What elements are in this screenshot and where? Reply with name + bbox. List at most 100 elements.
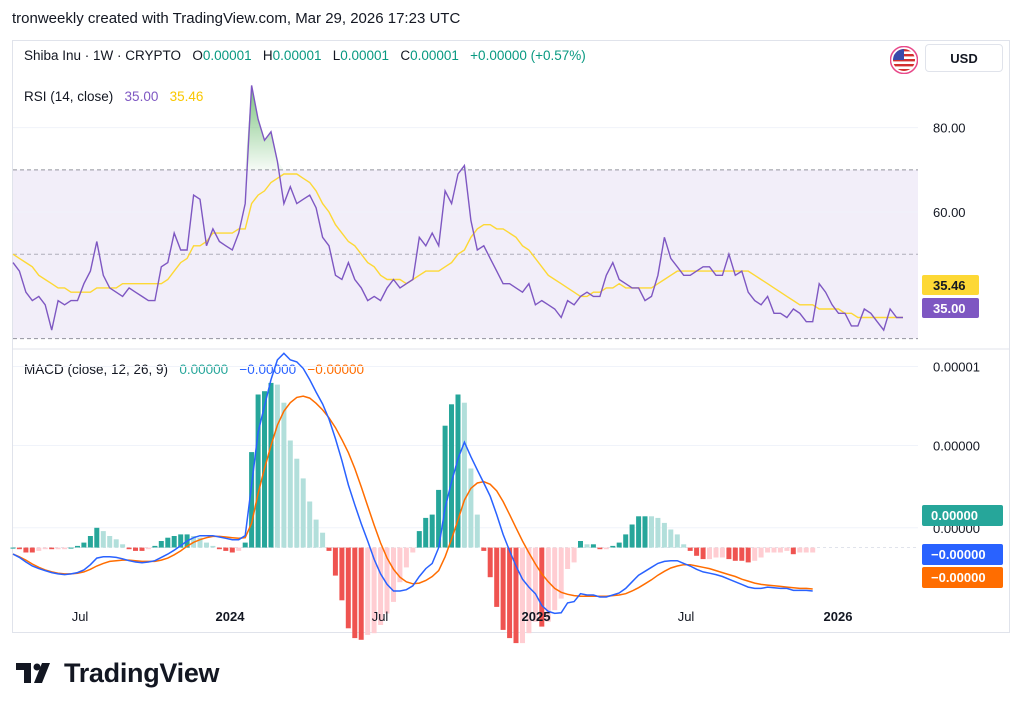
histogram-bar (274, 384, 280, 548)
rsi-pane: 80.00 60.00 35.46 35.00 (12, 85, 1010, 350)
histogram-bar (171, 536, 177, 548)
macd-y-tick-label: 0.00001 (933, 359, 980, 374)
x-axis-tick-label: 2024 (216, 609, 246, 624)
histogram-bar (694, 547, 700, 556)
tag-background (922, 505, 1003, 526)
rsi-legend[interactable]: RSI (14, close) 35.00 35.46 (24, 89, 203, 104)
histogram-bar (197, 537, 203, 548)
histogram-bar (345, 547, 351, 629)
rsi-overbought-fill (245, 85, 471, 170)
histogram-bar (629, 524, 635, 548)
histogram-bar (590, 544, 596, 548)
histogram-bar (584, 544, 590, 548)
histogram-bar (455, 394, 461, 548)
histogram-bar (552, 547, 558, 611)
histogram-bar (81, 542, 87, 548)
histogram-bar (94, 527, 100, 548)
histogram-bar (726, 547, 732, 560)
macd-line-last-value-tag: −0.00000 (922, 544, 1003, 565)
histogram-bar (391, 547, 396, 602)
histogram-bar (661, 522, 667, 548)
open-label: O (192, 48, 203, 63)
histogram-bar (687, 547, 693, 551)
macd-title: MACD (close, 12, 26, 9) (24, 362, 169, 377)
histogram-bar (23, 547, 29, 553)
histogram-bar (87, 536, 93, 548)
histogram-bar (719, 547, 725, 558)
histogram-bar (655, 517, 661, 548)
histogram-bar (403, 547, 409, 568)
histogram-bar (513, 547, 519, 644)
histogram-bar (642, 516, 648, 548)
histogram-bar (571, 547, 577, 563)
histogram-bar (236, 547, 242, 551)
histogram-bar (442, 425, 448, 548)
histogram-bar (307, 501, 313, 548)
histogram-bar (268, 382, 274, 548)
histogram-bar (700, 547, 706, 560)
macd-y-tick-label: 0.00000 (933, 438, 980, 453)
histogram-bar (674, 534, 680, 548)
histogram-bar (468, 468, 474, 548)
histogram-bar (649, 516, 654, 548)
histogram-bar (487, 547, 493, 578)
histogram-bar (68, 547, 74, 549)
histogram-bar (378, 547, 384, 625)
low-value: 0.00001 (340, 48, 390, 63)
histogram-bar (797, 547, 803, 553)
currency-button[interactable]: USD (925, 44, 1003, 72)
histogram-bar (107, 536, 113, 548)
histogram-bar (578, 541, 583, 548)
x-axis-tick-label: Jul (72, 609, 89, 624)
open-value: 0.00001 (202, 48, 252, 63)
histogram-bar (249, 452, 255, 548)
histogram-bar (371, 547, 377, 634)
histogram-bar (500, 547, 506, 630)
tag-label: 35.00 (933, 301, 966, 316)
histogram-bar (339, 547, 345, 601)
histogram-bar (558, 547, 564, 599)
us-flag-icon[interactable] (890, 46, 918, 74)
histogram-bar (152, 545, 158, 548)
tag-label: 35.46 (933, 278, 966, 293)
histogram-bar (320, 532, 326, 548)
signal-line[interactable] (12, 395, 813, 598)
tradingview-logo: TradingView (16, 656, 220, 690)
histogram-bar (616, 542, 622, 548)
histogram-bar (423, 517, 429, 548)
histogram-bar (332, 547, 338, 576)
tag-label: −0.00000 (931, 547, 986, 562)
macd-legend[interactable]: MACD (close, 12, 26, 9) 0.00000 −0.00000… (24, 362, 364, 377)
macd-line[interactable] (12, 352, 813, 615)
change-value: +0.00000 (+0.57%) (470, 48, 586, 63)
histogram-bar (223, 547, 229, 551)
histogram-bar (410, 547, 416, 553)
histogram-bar (16, 547, 22, 550)
rsi-ma-value: 35.46 (169, 89, 204, 104)
histogram-bar (668, 529, 674, 548)
histogram-bar (777, 547, 783, 553)
rsi-ma-line[interactable] (12, 173, 903, 319)
symbol-legend: Shiba Inu · 1W · CRYPTO O0.00001 H0.0000… (24, 48, 586, 63)
histogram-bar (416, 531, 422, 548)
rsi-value: 35.00 (124, 89, 159, 104)
x-axis-tick-label: Jul (372, 609, 389, 624)
rsi-last-value-tag: 35.00 (922, 298, 979, 318)
histogram-bar (120, 544, 126, 548)
rsi-line[interactable] (12, 85, 903, 332)
histogram-bar (178, 534, 184, 548)
signal-line-value: −0.00000 (307, 362, 365, 377)
macd-histogram (10, 382, 816, 644)
histogram-bar (210, 545, 216, 548)
high-value: 0.00001 (272, 48, 322, 63)
symbol-name[interactable]: Shiba Inu · 1W · CRYPTO (24, 48, 182, 63)
rsi-y-tick-label: 60.00 (933, 205, 966, 220)
histogram-bar (36, 547, 42, 551)
tag-background (922, 567, 1003, 588)
histogram-bar (429, 514, 435, 548)
histogram-bar (313, 519, 319, 548)
brand-name: TradingView (64, 657, 220, 688)
histogram-bar (545, 547, 551, 622)
histogram-bar (133, 547, 138, 551)
